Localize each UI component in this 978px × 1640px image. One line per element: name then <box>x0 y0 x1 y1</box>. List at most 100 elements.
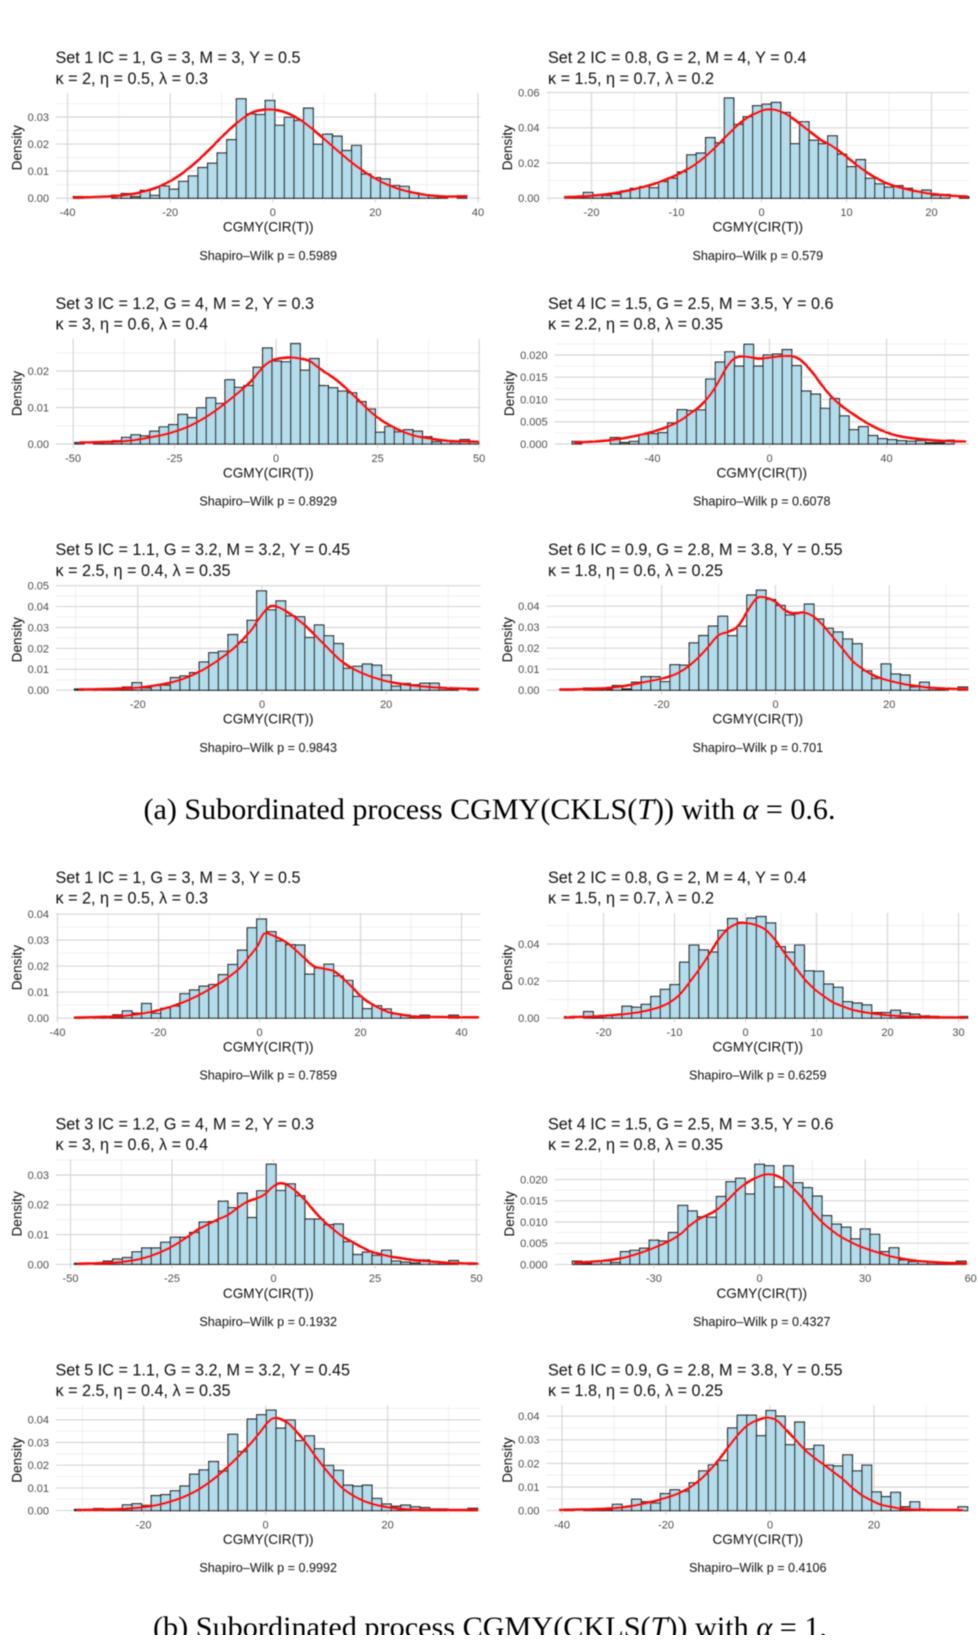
svg-text:0.02: 0.02 <box>28 366 49 378</box>
svg-text:-10: -10 <box>669 207 685 219</box>
svg-text:Set 6 IC = 0.9, G = 2.8, M = 3: Set 6 IC = 0.9, G = 2.8, M = 3.8, Y = 0.… <box>548 1362 843 1380</box>
svg-text:25: 25 <box>371 453 383 465</box>
svg-text:20: 20 <box>381 1519 393 1531</box>
svg-text:20: 20 <box>369 207 381 219</box>
svg-text:CGMY(CIR(T)): CGMY(CIR(T)) <box>223 1040 314 1055</box>
svg-text:0: 0 <box>270 1273 276 1285</box>
svg-text:CGMY(CIR(T)): CGMY(CIR(T)) <box>223 465 314 480</box>
svg-text:20: 20 <box>380 699 392 711</box>
svg-text:-25: -25 <box>164 1273 180 1285</box>
svg-text:10: 10 <box>810 1027 822 1039</box>
svg-text:Density: Density <box>9 1191 24 1237</box>
svg-text:0.00: 0.00 <box>518 685 539 697</box>
svg-text:0.015: 0.015 <box>520 372 548 384</box>
svg-text:κ = 1.8, η = 0.6, λ = 0.25: κ = 1.8, η = 0.6, λ = 0.25 <box>548 562 723 580</box>
svg-text:Shapiro–Wilk p = 0.7859: Shapiro–Wilk p = 0.7859 <box>199 1069 337 1083</box>
svg-text:0.00: 0.00 <box>28 1259 49 1271</box>
svg-text:Shapiro–Wilk p = 0.6078: Shapiro–Wilk p = 0.6078 <box>693 495 831 509</box>
svg-text:0.04: 0.04 <box>28 602 49 614</box>
svg-text:-40: -40 <box>645 453 661 465</box>
svg-text:20: 20 <box>883 699 895 711</box>
svg-text:κ = 2, η = 0.5, λ = 0.3: κ = 2, η = 0.5, λ = 0.3 <box>56 890 209 908</box>
svg-text:Set 2 IC = 0.8, G = 2, M = 4,: Set 2 IC = 0.8, G = 2, M = 4, Y = 0.4 <box>548 869 807 887</box>
svg-text:0.005: 0.005 <box>520 417 548 429</box>
svg-text:0.01: 0.01 <box>28 1483 49 1495</box>
svg-text:0.04: 0.04 <box>28 909 49 921</box>
svg-text:0: 0 <box>273 453 279 465</box>
svg-text:0: 0 <box>263 1519 269 1531</box>
svg-text:60: 60 <box>965 1273 977 1285</box>
svg-text:40: 40 <box>455 1027 467 1039</box>
svg-text:Shapiro–Wilk p = 0.701: Shapiro–Wilk p = 0.701 <box>693 741 824 755</box>
svg-text:-20: -20 <box>130 699 146 711</box>
svg-text:κ = 1.8, η = 0.6, λ = 0.25: κ = 1.8, η = 0.6, λ = 0.25 <box>548 1382 723 1400</box>
svg-text:30: 30 <box>952 1027 964 1039</box>
svg-text:CGMY(CIR(T)): CGMY(CIR(T)) <box>712 1532 803 1547</box>
svg-text:-50: -50 <box>63 1273 79 1285</box>
svg-text:0.04: 0.04 <box>518 1411 539 1423</box>
svg-text:0.02: 0.02 <box>28 961 49 973</box>
svg-text:0.02: 0.02 <box>518 976 539 988</box>
svg-text:-10: -10 <box>667 1027 683 1039</box>
svg-text:0.00: 0.00 <box>518 1506 539 1518</box>
svg-text:κ = 1.5, η = 0.7, λ = 0.2: κ = 1.5, η = 0.7, λ = 0.2 <box>548 70 714 88</box>
svg-text:0.00: 0.00 <box>28 193 49 205</box>
svg-text:0.010: 0.010 <box>520 394 548 406</box>
svg-text:-30: -30 <box>646 1273 662 1285</box>
svg-text:Set 3 IC = 1.2, G = 4, M = 2,: Set 3 IC = 1.2, G = 4, M = 2, Y = 0.3 <box>56 1115 315 1133</box>
svg-text:0.04: 0.04 <box>518 123 539 135</box>
svg-text:-20: -20 <box>658 1519 674 1531</box>
svg-text:20: 20 <box>868 1519 880 1531</box>
svg-text:κ = 2.5, η = 0.4, λ = 0.35: κ = 2.5, η = 0.4, λ = 0.35 <box>56 1382 231 1400</box>
svg-text:0: 0 <box>772 699 778 711</box>
svg-text:Set 4 IC = 1.5, G = 2.5, M = 3: Set 4 IC = 1.5, G = 2.5, M = 3.5, Y = 0.… <box>548 295 834 313</box>
svg-text:CGMY(CIR(T)): CGMY(CIR(T)) <box>223 712 314 727</box>
svg-text:0: 0 <box>742 1027 748 1039</box>
svg-text:Density: Density <box>9 945 24 991</box>
svg-text:-20: -20 <box>136 1519 152 1531</box>
svg-text:10: 10 <box>840 207 852 219</box>
svg-text:0.02: 0.02 <box>28 643 49 655</box>
svg-text:0.020: 0.020 <box>520 1175 548 1187</box>
svg-text:Shapiro–Wilk p = 0.9843: Shapiro–Wilk p = 0.9843 <box>199 741 337 755</box>
svg-text:0: 0 <box>756 1273 762 1285</box>
svg-text:0: 0 <box>767 1519 773 1531</box>
svg-text:0.005: 0.005 <box>520 1238 548 1250</box>
svg-text:-20: -20 <box>596 1027 612 1039</box>
svg-text:Set 1 IC = 1, G = 3, M = 3, Y: Set 1 IC = 1, G = 3, M = 3, Y = 0.5 <box>56 869 301 887</box>
svg-text:50: 50 <box>470 1273 482 1285</box>
svg-text:CGMY(CIR(T)): CGMY(CIR(T)) <box>712 220 803 235</box>
svg-text:Density: Density <box>500 945 515 991</box>
svg-text:0.00: 0.00 <box>28 685 49 697</box>
svg-text:0: 0 <box>256 1027 262 1039</box>
svg-text:0.01: 0.01 <box>518 664 539 676</box>
svg-text:-40: -40 <box>50 1027 66 1039</box>
svg-text:Density: Density <box>502 1191 517 1237</box>
svg-text:Density: Density <box>502 371 517 417</box>
svg-text:Set 1 IC = 1, G = 3, M = 3, Y: Set 1 IC = 1, G = 3, M = 3, Y = 0.5 <box>56 49 301 67</box>
svg-text:0.00: 0.00 <box>518 193 539 205</box>
svg-text:20: 20 <box>354 1027 366 1039</box>
svg-text:0.01: 0.01 <box>518 1482 539 1494</box>
svg-text:20: 20 <box>881 1027 893 1039</box>
svg-text:0.000: 0.000 <box>520 439 548 451</box>
svg-text:CGMY(CIR(T)): CGMY(CIR(T)) <box>223 220 314 235</box>
svg-text:Set 4 IC = 1.5, G = 2.5, M = 3: Set 4 IC = 1.5, G = 2.5, M = 3.5, Y = 0.… <box>548 1115 834 1133</box>
svg-text:CGMY(CIR(T)): CGMY(CIR(T)) <box>223 1286 314 1301</box>
svg-text:Density: Density <box>500 1437 515 1483</box>
svg-text:κ = 2.2, η = 0.8, λ = 0.35: κ = 2.2, η = 0.8, λ = 0.35 <box>548 1136 723 1154</box>
svg-text:0.04: 0.04 <box>518 601 539 613</box>
svg-text:Density: Density <box>9 371 24 417</box>
svg-text:(a) Subordinated process CGMY(: (a) Subordinated process CGMY(CKLS(T)) w… <box>144 793 836 826</box>
svg-text:0.01: 0.01 <box>28 166 49 178</box>
svg-text:-50: -50 <box>65 453 81 465</box>
svg-text:CGMY(CIR(T)): CGMY(CIR(T)) <box>223 1532 314 1547</box>
svg-text:-20: -20 <box>584 207 600 219</box>
svg-text:0.03: 0.03 <box>28 1437 49 1449</box>
svg-text:20: 20 <box>925 207 937 219</box>
svg-text:Set 5 IC = 1.1, G = 3.2, M = 3: Set 5 IC = 1.1, G = 3.2, M = 3.2, Y = 0.… <box>56 541 351 559</box>
svg-text:0.020: 0.020 <box>520 350 548 362</box>
svg-text:0.01: 0.01 <box>28 987 49 999</box>
svg-text:0.05: 0.05 <box>28 581 49 593</box>
svg-text:-25: -25 <box>167 453 183 465</box>
